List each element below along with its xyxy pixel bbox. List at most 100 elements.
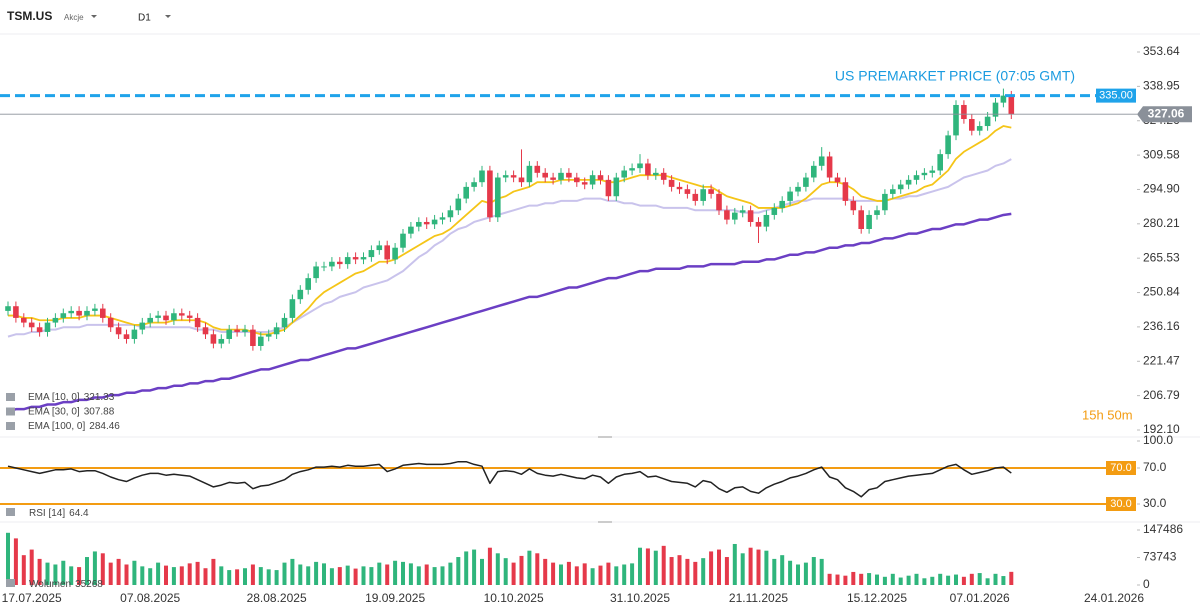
volume-bar [638, 547, 642, 585]
candle-body [265, 334, 272, 337]
y-tick-label: 100.0 [1143, 433, 1173, 447]
candle-body [510, 175, 517, 178]
volume-bar [1009, 571, 1014, 585]
instrument-type: Akcje [64, 13, 84, 22]
volume-bar [756, 549, 761, 585]
candle-body [123, 334, 130, 339]
interval[interactable]: D1 [138, 13, 151, 24]
resize-handle[interactable] [598, 436, 612, 438]
candle-body [171, 313, 177, 321]
candle-body [28, 322, 35, 328]
volume-bar [803, 562, 808, 585]
candle-body [566, 172, 572, 178]
volume-bar [811, 557, 816, 585]
candle-body [542, 172, 548, 178]
dropdown-arrow[interactable] [91, 15, 97, 18]
candle-body [155, 315, 161, 318]
candle-body [313, 266, 319, 279]
x-tick-label: 31.10.2025 [610, 591, 670, 605]
candle-body [455, 198, 462, 211]
volume-bar [843, 575, 848, 585]
volume-bar [977, 573, 982, 585]
legend-name: EMA [10, 0] [28, 392, 80, 403]
volume-bar [164, 565, 168, 585]
last-price-tag [1137, 106, 1192, 123]
candle-body [131, 329, 138, 339]
volume-bar [669, 557, 674, 585]
y-tick-label: 0 [1143, 577, 1150, 591]
volume-bar [274, 570, 279, 585]
volume-bar [290, 558, 295, 585]
candle-body [969, 119, 975, 131]
candle-body [163, 315, 169, 321]
candle-body [929, 170, 936, 173]
candle-body [305, 278, 311, 290]
volume-bar [717, 549, 721, 585]
volume-bar [45, 562, 50, 585]
volume-bar [211, 558, 216, 585]
candle-body [605, 179, 612, 197]
volume-bar [598, 565, 603, 585]
candle-body [976, 126, 983, 131]
volume-bar [890, 573, 895, 585]
candle-body [273, 327, 280, 335]
premarket-label: 335.00 [1099, 90, 1133, 102]
y-tick-label: 280.21 [1143, 216, 1180, 230]
volume-bar [464, 551, 469, 585]
volume-bar [574, 566, 579, 585]
candle-body [439, 217, 446, 220]
volume-bar [645, 548, 650, 585]
candle-body [945, 135, 951, 155]
dropdown-arrow[interactable] [165, 15, 171, 18]
legend-icon [6, 393, 15, 401]
volume-bar [653, 550, 658, 585]
candle-body [84, 310, 90, 316]
candle-body [597, 175, 604, 180]
candle-body [534, 165, 541, 173]
candle-body [716, 193, 722, 211]
candle-body [518, 177, 525, 183]
x-tick-label: 15.12.2025 [847, 591, 907, 605]
legend-name: EMA [100, 0] [28, 421, 85, 432]
volume-bar [582, 563, 587, 585]
candle-body [21, 317, 27, 323]
volume-bar [543, 558, 548, 585]
volume-bar [906, 575, 911, 585]
volume-bar [559, 564, 563, 585]
candle-body [747, 210, 754, 222]
volume-bar [875, 574, 879, 585]
candle-body [684, 189, 691, 194]
volume-bar [369, 567, 374, 585]
volume-bar [195, 561, 200, 585]
candle-body [471, 182, 477, 187]
candle-body [344, 257, 351, 265]
candle-body [739, 210, 746, 213]
volume-bar [472, 549, 477, 585]
candle-body [423, 221, 430, 225]
candle-body [1008, 95, 1015, 115]
legend-icon [6, 579, 15, 587]
y-tick-label: 236.16 [1143, 319, 1180, 333]
symbol[interactable]: TSM.US [7, 9, 52, 23]
volume-bar [345, 565, 350, 585]
candle-body [526, 165, 533, 183]
resize-handle[interactable] [598, 521, 612, 523]
candle-body [668, 179, 675, 187]
candle-body [637, 163, 643, 169]
volume-bar [322, 563, 326, 585]
volume-bar [922, 578, 927, 585]
volume-bar [859, 573, 864, 585]
candle-body [210, 334, 217, 344]
legend-value: 307.88 [84, 406, 115, 417]
y-tick-label: 147486 [1143, 522, 1183, 536]
volume-bar [385, 564, 390, 585]
candle-body [676, 186, 683, 190]
legend-value: 64.4 [69, 508, 89, 519]
volume-bar [772, 558, 777, 585]
volume-bar [440, 566, 445, 585]
candle-body [992, 102, 999, 117]
candle-body [115, 327, 122, 335]
candle-body [242, 329, 248, 332]
volume-bar [693, 561, 698, 585]
